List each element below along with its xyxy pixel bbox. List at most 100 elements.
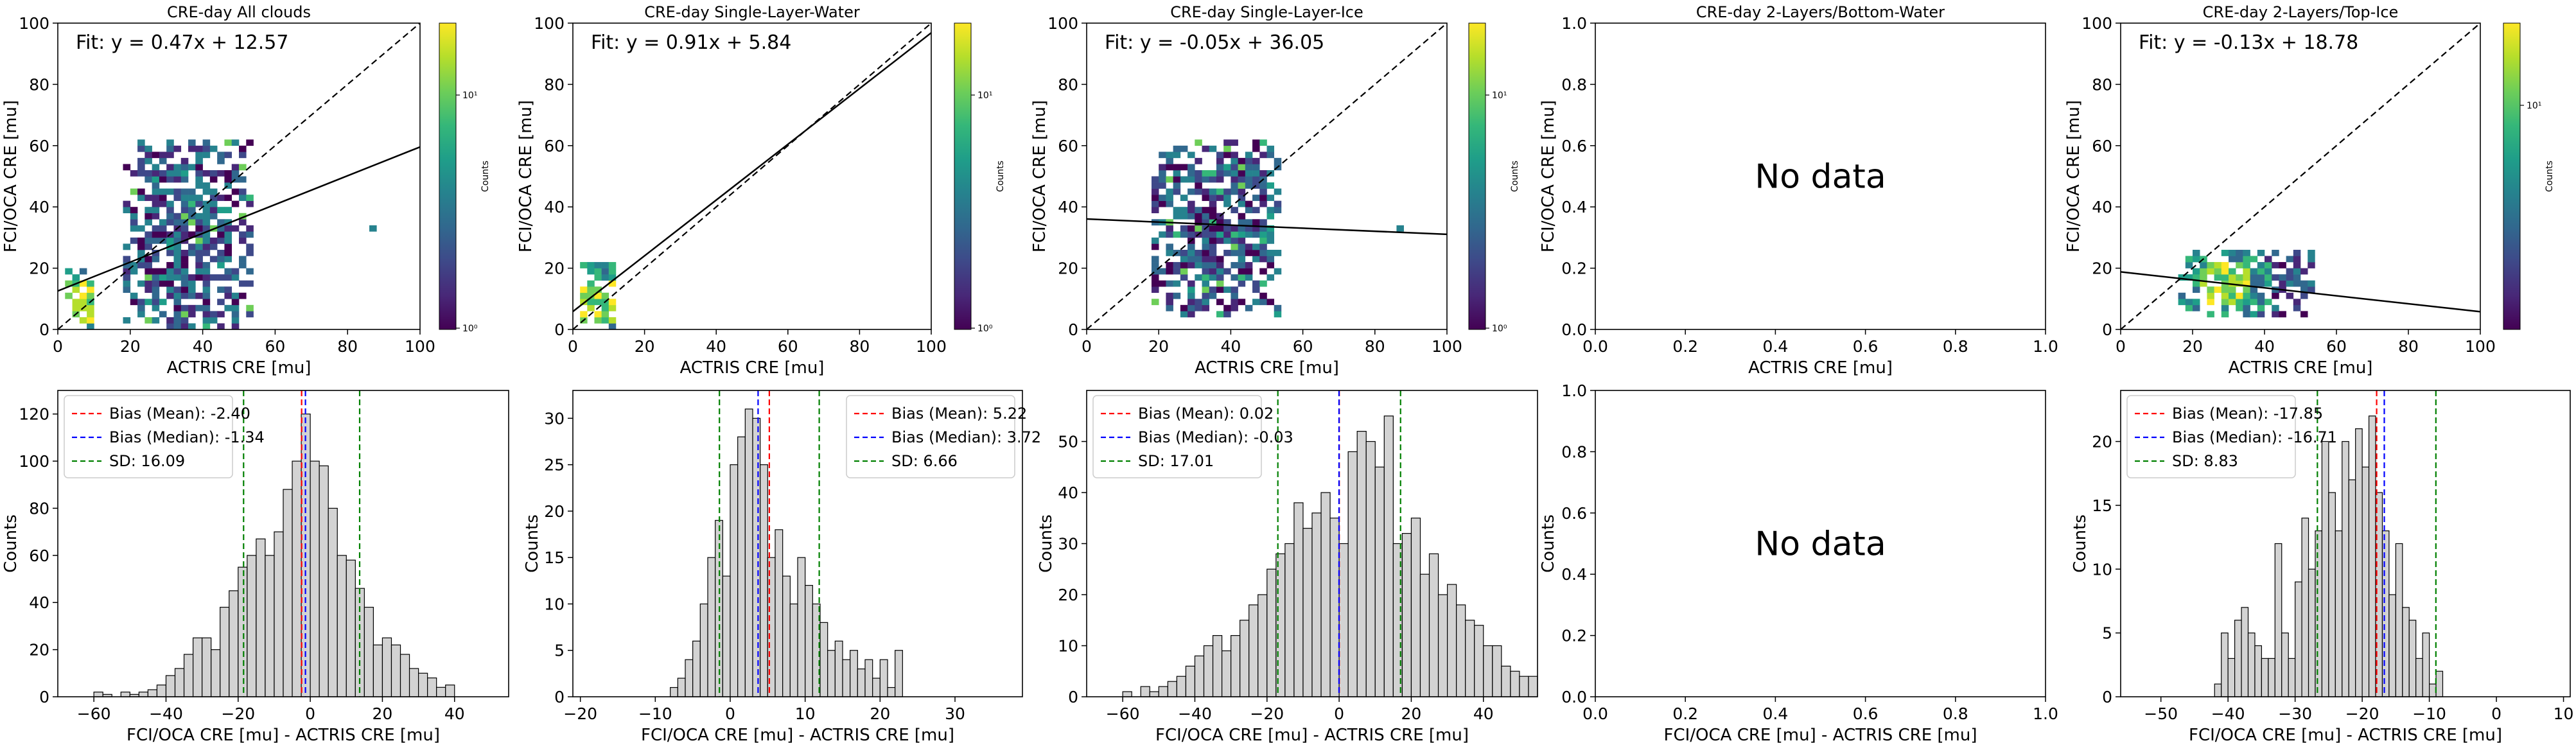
histogram-bar (238, 566, 248, 697)
y-tick-label: 20 (1058, 586, 1078, 604)
density-cell (231, 139, 240, 146)
histogram-bar (2321, 441, 2329, 697)
colorbar-label: Counts (1510, 161, 1520, 192)
density-cell (180, 256, 189, 263)
x-tick-label: −40 (1178, 704, 1212, 723)
density-cell (173, 268, 182, 275)
axes-frame (1595, 22, 2046, 330)
histogram-bar (752, 417, 761, 697)
density-cell (173, 262, 182, 268)
density-cell (217, 219, 225, 226)
density-cell (2178, 292, 2186, 299)
density-cell (2286, 292, 2294, 299)
density-cell (2243, 249, 2250, 256)
x-tick-label: 10 (2554, 704, 2574, 723)
density-cell (1159, 200, 1166, 207)
density-cell (2250, 268, 2258, 275)
histogram-bar (1194, 655, 1205, 697)
histogram-bar (2368, 415, 2376, 697)
x-axis-label: FCI/OCA CRE [mu] - ACTRIS CRE [mu] (1155, 726, 1469, 743)
legend-box (1092, 395, 1262, 478)
histogram-bar (2348, 479, 2356, 697)
histogram-bar (1140, 686, 1150, 697)
histogram-bar (1203, 645, 1214, 697)
density-cell (195, 164, 203, 171)
density-cell (2214, 286, 2222, 293)
histogram-bar (699, 603, 708, 697)
histogram-bar (842, 659, 851, 697)
density-cell (2236, 292, 2243, 299)
density-cell (188, 323, 196, 329)
density-cell (209, 256, 218, 263)
density-cell (1166, 249, 1173, 256)
density-cell (87, 280, 94, 287)
density-cell (145, 219, 152, 226)
density-cell (180, 249, 189, 256)
y-axis-label: FCI/OCA CRE [mu] (1, 100, 21, 252)
density-cell (173, 317, 182, 324)
density-cell (2243, 268, 2250, 275)
axes-frame (2120, 390, 2571, 697)
density-cell (2221, 274, 2229, 281)
density-cell (1252, 256, 1260, 263)
density-cell (1223, 170, 1231, 177)
density-cell (202, 249, 211, 256)
density-cell (180, 280, 189, 287)
histogram-bar (147, 689, 158, 697)
density-cell (188, 292, 196, 299)
density-cell (195, 213, 203, 220)
density-cell (1187, 164, 1195, 171)
x-tick-label: 0.6 (1853, 704, 1879, 723)
x-tick-label: 20 (635, 337, 655, 356)
density-cell (209, 274, 218, 281)
density-cell (2236, 262, 2243, 268)
histogram-bar (2342, 441, 2349, 697)
density-cell (123, 262, 131, 268)
histogram-bar (445, 685, 455, 697)
density-cell (180, 262, 189, 268)
density-cell (1173, 164, 1181, 171)
density-cell (2300, 280, 2308, 287)
density-cell (1216, 176, 1224, 183)
density-cell (1209, 188, 1217, 195)
colorbar-gradient (1468, 22, 1486, 330)
histogram-bar (274, 531, 284, 697)
density-cell (79, 317, 87, 324)
histogram-bar (408, 668, 419, 697)
density-cell (2229, 249, 2236, 256)
density-cell (1266, 182, 1275, 189)
histogram-bar (1365, 441, 1376, 697)
density-cell (608, 317, 617, 324)
density-cell (2257, 268, 2265, 275)
density-cell (1180, 249, 1188, 256)
density-cell (587, 268, 595, 275)
density-cell (65, 280, 73, 287)
legend-entry: Bias (Median): -0.03 (1138, 428, 1293, 446)
density-cell (1202, 207, 1210, 214)
density-cell (1202, 249, 1210, 256)
histogram-bar (1302, 528, 1313, 697)
density-cell (202, 323, 211, 329)
density-cell (166, 219, 174, 226)
density-cell (130, 213, 138, 220)
density-cell (180, 213, 189, 220)
density-cell (1187, 256, 1195, 263)
histogram-bar (1419, 573, 1430, 697)
density-cell (195, 152, 203, 159)
histogram-bar (265, 555, 275, 697)
x-axis-label: FCI/OCA CRE [mu] - ACTRIS CRE [mu] (2189, 726, 2502, 743)
x-tick-label: 0.0 (1582, 704, 1608, 723)
density-cell (1166, 268, 1173, 275)
density-cell (1259, 225, 1267, 232)
histogram-bar (292, 460, 302, 697)
density-cell (1195, 139, 1202, 146)
density-cell (145, 317, 152, 324)
x-tick-label: 0.8 (1943, 337, 1968, 356)
x-tick-label: 80 (2398, 337, 2419, 356)
x-tick-label: −10 (2412, 704, 2446, 723)
chart-title: CRE-day All clouds (167, 3, 311, 21)
density-cell (1173, 176, 1181, 183)
histogram-bar (1347, 451, 1358, 697)
density-cell (159, 299, 167, 306)
histogram-bar (427, 677, 437, 697)
